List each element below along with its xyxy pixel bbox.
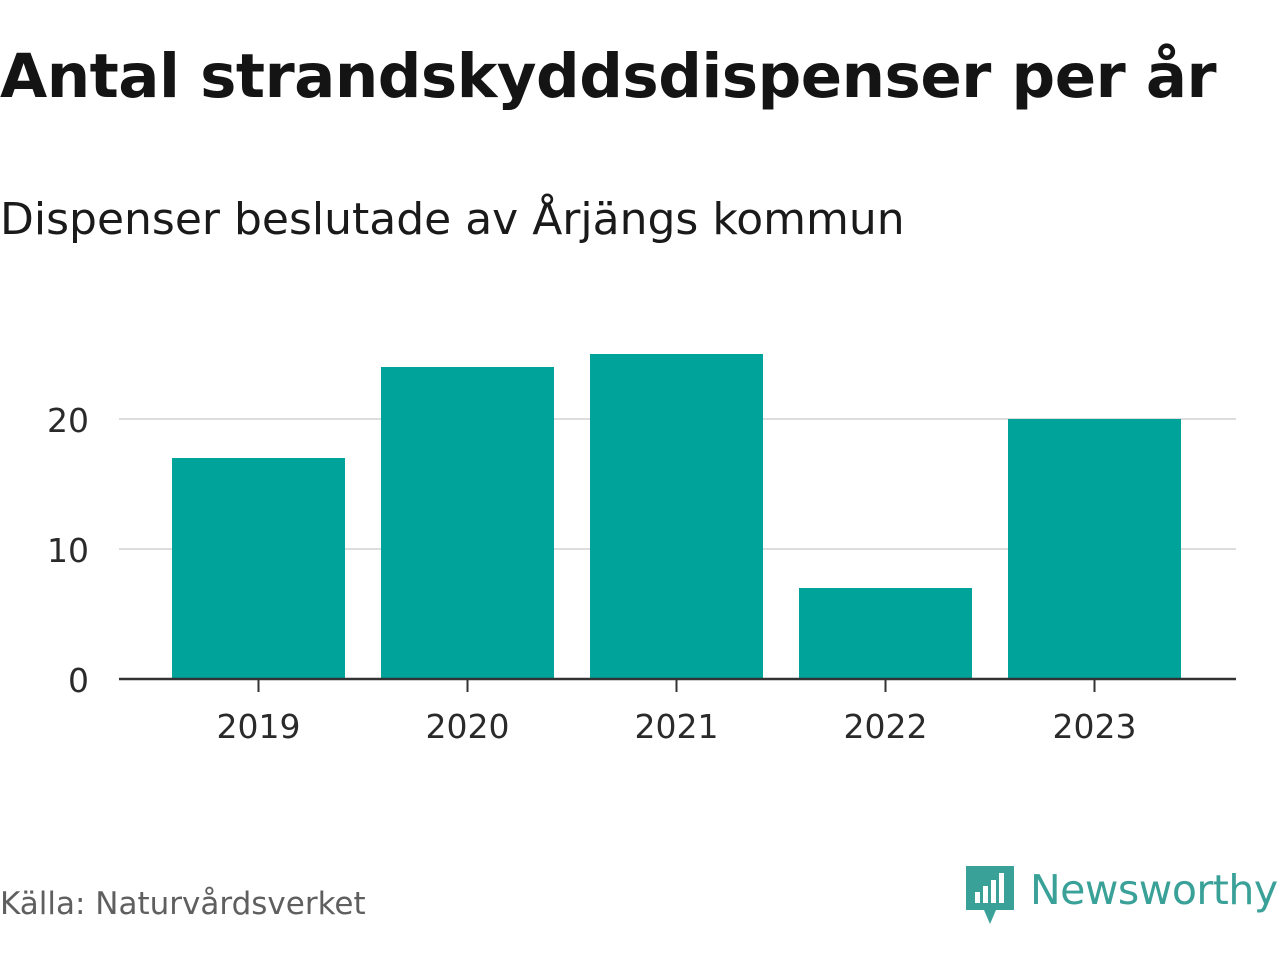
bar-2022[interactable] <box>799 588 972 679</box>
x-tick-label: 2019 <box>217 707 301 746</box>
bar-2023[interactable] <box>1008 419 1181 679</box>
y-axis-ticks: 0 10 20 <box>47 401 89 700</box>
brand-name: Newsworthy <box>1030 866 1278 914</box>
bar-2021[interactable] <box>590 354 763 679</box>
chart-subtitle: Dispenser beslutade av Årjängs kommun <box>0 194 905 245</box>
x-tick-label: 2020 <box>426 707 510 746</box>
bar-chart-speech-bubble-icon <box>966 866 1014 924</box>
x-axis-ticks: 2019 2020 2021 2022 2023 <box>217 679 1137 746</box>
chart-title: Antal strandskyddsdispenser per år <box>0 41 1217 112</box>
bars <box>172 354 1181 679</box>
x-tick-label: 2021 <box>635 707 719 746</box>
y-tick-label: 20 <box>47 401 89 440</box>
x-tick-label: 2022 <box>844 707 928 746</box>
brand-logo-group[interactable]: Newsworthy <box>964 864 1278 926</box>
y-tick-label: 0 <box>68 661 89 700</box>
source-note: Källa: Naturvårdsverket <box>0 886 366 922</box>
y-tick-label: 10 <box>47 531 89 570</box>
x-tick-label: 2023 <box>1053 707 1137 746</box>
bar-2020[interactable] <box>381 367 554 679</box>
bar-2019[interactable] <box>172 458 345 679</box>
